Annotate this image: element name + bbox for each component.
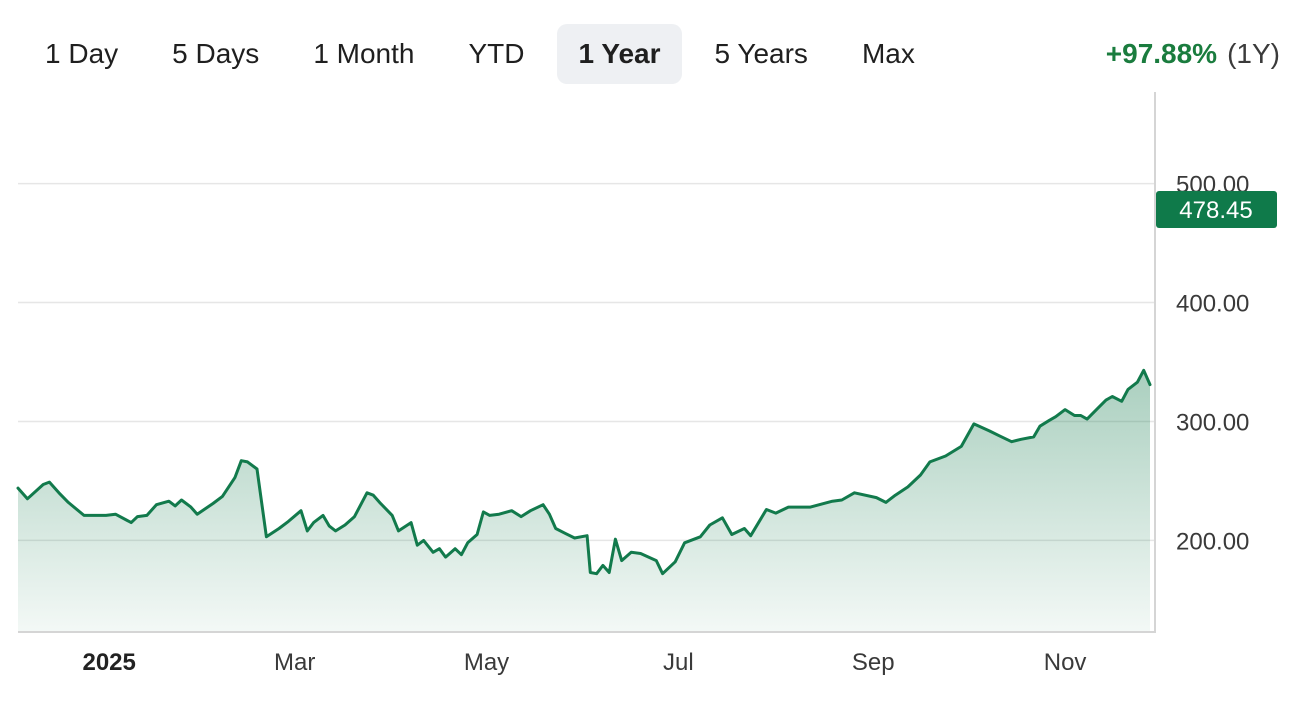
tab-5-years[interactable]: 5 Years xyxy=(714,38,808,69)
tab-1-year[interactable]: 1 Year xyxy=(557,24,682,84)
x-tick-label: May xyxy=(464,649,509,676)
price-area xyxy=(18,370,1150,632)
current-price-tag: 478.45 xyxy=(1156,191,1277,228)
tab-1-month[interactable]: 1 Month xyxy=(313,38,415,69)
tab-5-days[interactable]: 5 Days xyxy=(172,38,260,69)
x-tick-label: Nov xyxy=(1044,649,1087,676)
performance-period: (1Y) xyxy=(1227,38,1280,69)
performance-summary: +97.88% (1Y) xyxy=(1106,24,1280,84)
performance-change: +97.88% xyxy=(1105,38,1218,69)
x-axis-ticks: 2025 Mar May Jul Sep Nov xyxy=(82,649,1086,676)
x-tick-label: Sep xyxy=(852,649,895,676)
x-tick-label: Jul xyxy=(663,649,694,676)
tab-max[interactable]: Max xyxy=(861,38,915,69)
current-price-label: 478.45 xyxy=(1179,197,1252,224)
tab-ytd[interactable]: YTD xyxy=(468,38,525,69)
tab-1-day[interactable]: 1 Day xyxy=(45,38,119,69)
price-line xyxy=(16,368,1152,576)
current-price-tag-bg xyxy=(1156,191,1277,228)
range-tabs: 1 Day 5 Days 1 Month YTD 1 Year 5 Years … xyxy=(24,24,948,84)
y-tick-label: 200.00 xyxy=(1176,528,1249,555)
x-tick-label: Mar xyxy=(274,649,315,676)
y-tick-label: 400.00 xyxy=(1176,291,1249,318)
x-tick-label: 2025 xyxy=(82,649,135,676)
y-tick-label: 300.00 xyxy=(1176,409,1249,436)
